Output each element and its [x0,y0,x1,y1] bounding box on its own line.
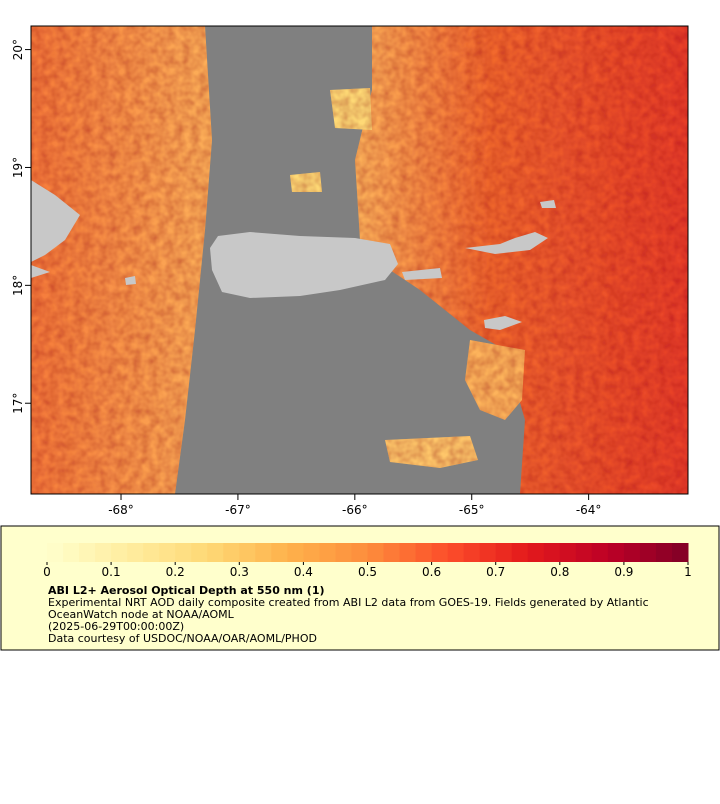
y-tick-label: 17° [11,393,25,414]
colorbar-swatch [239,543,256,562]
axes: -68° -67° -66° -65° -64° 17° 18° 19° 20° [11,39,601,517]
colorbar-swatch [623,543,641,562]
aod-patch [290,172,322,192]
colorbar-swatch [655,543,673,562]
colorbar-swatch [367,543,385,562]
colorbar-tick-label: 0.9 [614,565,633,579]
x-tick-label: -68° [108,503,134,517]
map [30,25,689,495]
legend-line: OceanWatch node at NOAA/AOML [48,608,235,621]
colorbar-swatch [159,543,176,562]
colorbar-swatch [191,543,208,562]
colorbar-tick-label: 0 [43,565,51,579]
colorbar-swatch [543,543,561,562]
colorbar-swatch [415,543,433,562]
colorbar-swatch [111,543,128,562]
y-tick-label: 20° [11,39,25,60]
colorbar-swatch [351,543,368,562]
aod-field [31,26,688,494]
x-tick-label: -65° [459,503,485,517]
colorbar-swatch [559,543,577,562]
colorbar-swatch [607,543,625,562]
colorbar-swatch [479,543,497,562]
colorbar-swatch [447,543,465,562]
colorbar-swatch [527,543,545,562]
colorbar-swatch [79,543,96,562]
colorbar-tick-label: 1 [684,565,692,579]
colorbar-swatch [495,543,513,562]
colorbar-tick-label: 0.4 [294,565,313,579]
land-mona [125,276,136,285]
colorbar-tick-label: 0.2 [166,565,185,579]
land-hispaniola [31,180,80,262]
colorbar-tick-label: 0.1 [102,565,121,579]
colorbar-swatch [671,543,689,562]
colorbar-tick-label: 0.3 [230,565,249,579]
aod-patch [330,88,372,130]
colorbar-swatch [207,543,224,562]
x-tick-label: -66° [342,503,368,517]
land-hispaniola [31,265,50,278]
colorbar-swatch [47,543,64,562]
colorbar-swatch [431,543,449,562]
colorbar-swatch [319,543,336,562]
colorbar-swatch [143,543,160,562]
land-anegada [540,200,556,208]
colorbar-swatch [463,543,481,562]
colorbar-tick-label: 0.7 [486,565,505,579]
land-vieques [402,268,442,280]
colorbar-swatch [127,543,144,562]
legend-title: ABI L2+ Aerosol Optical Depth at 550 nm … [48,584,325,597]
colorbar-tick-label: 0.6 [422,565,441,579]
colorbar-swatch [175,543,192,562]
x-tick-label: -64° [576,503,602,517]
aod-west [31,26,212,494]
y-tick-label: 19° [11,157,25,178]
colorbar-swatch [591,543,609,562]
legend-line: Data courtesy of USDOC/NOAA/OAR/AOML/PHO… [48,632,317,645]
map-frame [30,25,689,495]
legend-line: Experimental NRT AOD daily composite cre… [48,596,649,609]
y-tick-label: 18° [11,275,25,296]
colorbar: 0 0.1 0.2 0.3 0.4 0.5 0.6 0.7 0.8 0.9 1 [43,543,692,579]
colorbar-swatch [271,543,288,562]
colorbar-swatch [399,543,417,562]
colorbar-swatch [95,543,112,562]
legend-line: (2025-06-29T00:00:00Z) [48,620,184,633]
colorbar-swatch [303,543,320,562]
colorbar-swatch [511,543,529,562]
colorbar-swatch [255,543,272,562]
colorbar-swatch [223,543,240,562]
colorbar-tick-label: 0.8 [550,565,569,579]
colorbar-tick-label: 0.5 [358,565,377,579]
x-tick-label: -67° [225,503,251,517]
colorbar-swatch [575,543,593,562]
colorbar-swatch [63,543,80,562]
aod-east [355,26,688,494]
colorbar-swatch [287,543,304,562]
colorbar-swatch [383,543,401,562]
colorbar-swatch [639,543,657,562]
land-puerto-rico [210,232,398,298]
land-virgin-islands [465,232,548,254]
colorbar-swatch [335,543,352,562]
aod-south [385,436,478,468]
aod-southeast [465,340,525,420]
land-st-croix [484,316,522,330]
